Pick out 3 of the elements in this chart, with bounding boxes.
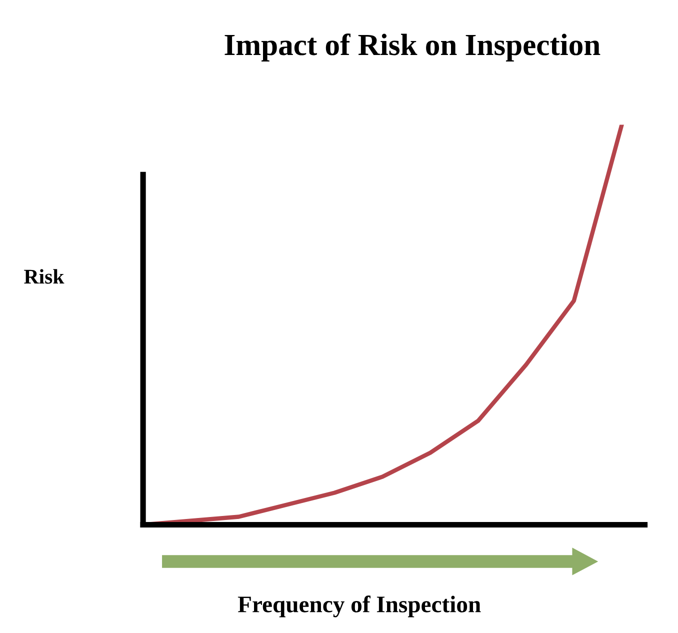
chart-title: Impact of Risk on Inspection [224, 33, 600, 62]
x-axis-title: Frequency of Inspection [238, 596, 481, 618]
y-axis-title: Risk [24, 269, 64, 284]
